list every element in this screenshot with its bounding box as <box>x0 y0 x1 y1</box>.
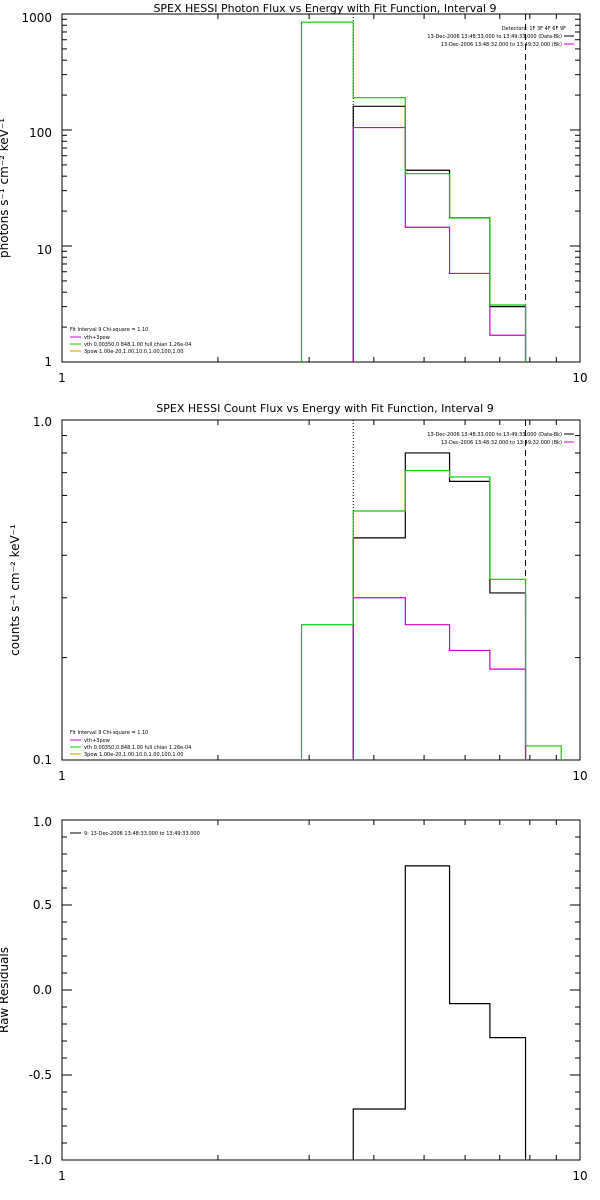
count-flux-legend-data-bk: 13-Dec-2006 13:48:33.000 to 13:49:33.000… <box>427 432 562 438</box>
residuals-series-1-histogram <box>352 865 527 1160</box>
residuals-ytick-neg-1-0: -1.0 <box>29 1153 52 1167</box>
photon-flux-title: SPEX HESSI Photon Flux vs Energy with Fi… <box>153 2 496 15</box>
photon-flux-legend-3pow: 3pow 1.00e-20,1.00,10.0,1.00,100,1.00 <box>84 349 184 355</box>
residuals-ytick-neg-0-5: -0.5 <box>29 1068 52 1082</box>
photon-flux-ylabel: photons s⁻¹ cm⁻² keV⁻¹ <box>0 118 11 258</box>
count-flux-legend-vth3pow: vth+3pow <box>84 738 110 744</box>
residuals-panel: Raw Residuals 1 10 -1.0 -0.5 0.0 0.5 1.0… <box>0 815 588 1183</box>
residuals-ticks <box>62 819 580 1161</box>
count-flux-legend-bottom-left: Fit Interval 9 Chi-square = 1.10 vth+3po… <box>70 730 191 758</box>
count-flux-legend-3pow: 3pow 1.00e-20,1.00,10.0,1.00,100,1.00 <box>84 752 184 758</box>
count-flux-plot-frame <box>61 419 581 761</box>
count-flux-ytick-1-0: 1.0 <box>33 415 52 429</box>
photon-flux-series <box>300 21 527 362</box>
count-flux-legend-bk: 13-Dec-2006 13:48:32.000 to 13:49:32.000… <box>441 440 562 446</box>
photon-flux-vlines <box>352 14 527 362</box>
photon-flux-ytick-100: 100 <box>29 126 52 140</box>
count-flux-series <box>300 452 562 760</box>
photon-flux-legend-bottom-left: Fit Interval 9 Chi-square = 1.10 vth+3po… <box>70 327 191 355</box>
residuals-xtick-10: 10 <box>572 1169 587 1183</box>
photon-flux-plot-frame <box>61 13 581 363</box>
count-flux-xtick-10: 10 <box>572 769 587 783</box>
count-flux-fit-info: Fit Interval 9 Chi-square = 1.10 <box>70 730 148 736</box>
count-flux-series-3-histogram <box>300 469 562 760</box>
photon-flux-ticks <box>62 13 580 363</box>
photon-flux-ytick-1: 1 <box>44 355 52 369</box>
photon-flux-fit-info: Fit Interval 9 Chi-square = 1.10 <box>70 327 148 333</box>
residuals-legend-label: 9: 13-Dec-2006 13:48:33.000 to 13:49:33.… <box>84 831 200 837</box>
photon-flux-legend-vth3pow: vth+3pow <box>84 335 110 341</box>
residuals-legend: 9: 13-Dec-2006 13:48:33.000 to 13:49:33.… <box>70 831 200 837</box>
count-flux-ylabel: counts s⁻¹ cm⁻² keV⁻¹ <box>8 524 22 656</box>
count-flux-xtick-1: 1 <box>58 769 66 783</box>
residuals-ytick-1-0: 1.0 <box>33 815 52 829</box>
photon-flux-legend-top-right: Detectors: 1F 3F 4F 6F 9F 13-Dec-2006 13… <box>427 26 574 48</box>
photon-flux-ytick-1000: 1000 <box>21 11 52 25</box>
residuals-plot-frame <box>61 819 581 1161</box>
count-flux-ytick-0-1: 0.1 <box>33 753 52 767</box>
count-flux-title: SPEX HESSI Count Flux vs Energy with Fit… <box>156 402 493 415</box>
photon-flux-legend-bk: 13-Dec-2006 13:48:32.000 to 13:49:32.000… <box>441 42 562 48</box>
photon-flux-panel: SPEX HESSI Photon Flux vs Energy with Fi… <box>0 2 588 385</box>
photon-flux-series-1-histogram <box>352 105 527 362</box>
count-flux-ticks <box>62 419 580 761</box>
photon-flux-legend-detectors: Detectors: 1F 3F 4F 6F 9F <box>502 26 566 32</box>
residuals-ytick-0-5: 0.5 <box>33 898 52 912</box>
count-flux-series-2-histogram <box>352 597 527 760</box>
photon-flux-series-3-histogram <box>300 21 527 362</box>
photon-flux-ytick-10: 10 <box>37 243 52 257</box>
count-flux-series-1-histogram <box>352 452 527 760</box>
count-flux-panel: SPEX HESSI Count Flux vs Energy with Fit… <box>8 402 588 783</box>
photon-flux-legend-vth: vth 0.00350,0.848,1.00 full chian 1.26e-… <box>84 342 191 348</box>
residuals-ylabel: Raw Residuals <box>0 947 11 1033</box>
residuals-ytick-0-0: 0.0 <box>33 983 52 997</box>
photon-flux-xtick-10: 10 <box>572 371 587 385</box>
count-flux-legend-vth: vth 0.00350,0.848,1.00 full chian 1.26e-… <box>84 745 191 751</box>
photon-flux-series-2-histogram <box>352 126 527 362</box>
count-flux-legend-top-right: 13-Dec-2006 13:48:33.000 to 13:49:33.000… <box>427 432 574 446</box>
residuals-series <box>352 865 527 1160</box>
residuals-xtick-1: 1 <box>58 1169 66 1183</box>
photon-flux-legend-data-bk: 13-Dec-2006 13:48:33.000 to 13:49:33.000… <box>427 34 562 40</box>
photon-flux-xtick-1: 1 <box>58 371 66 385</box>
